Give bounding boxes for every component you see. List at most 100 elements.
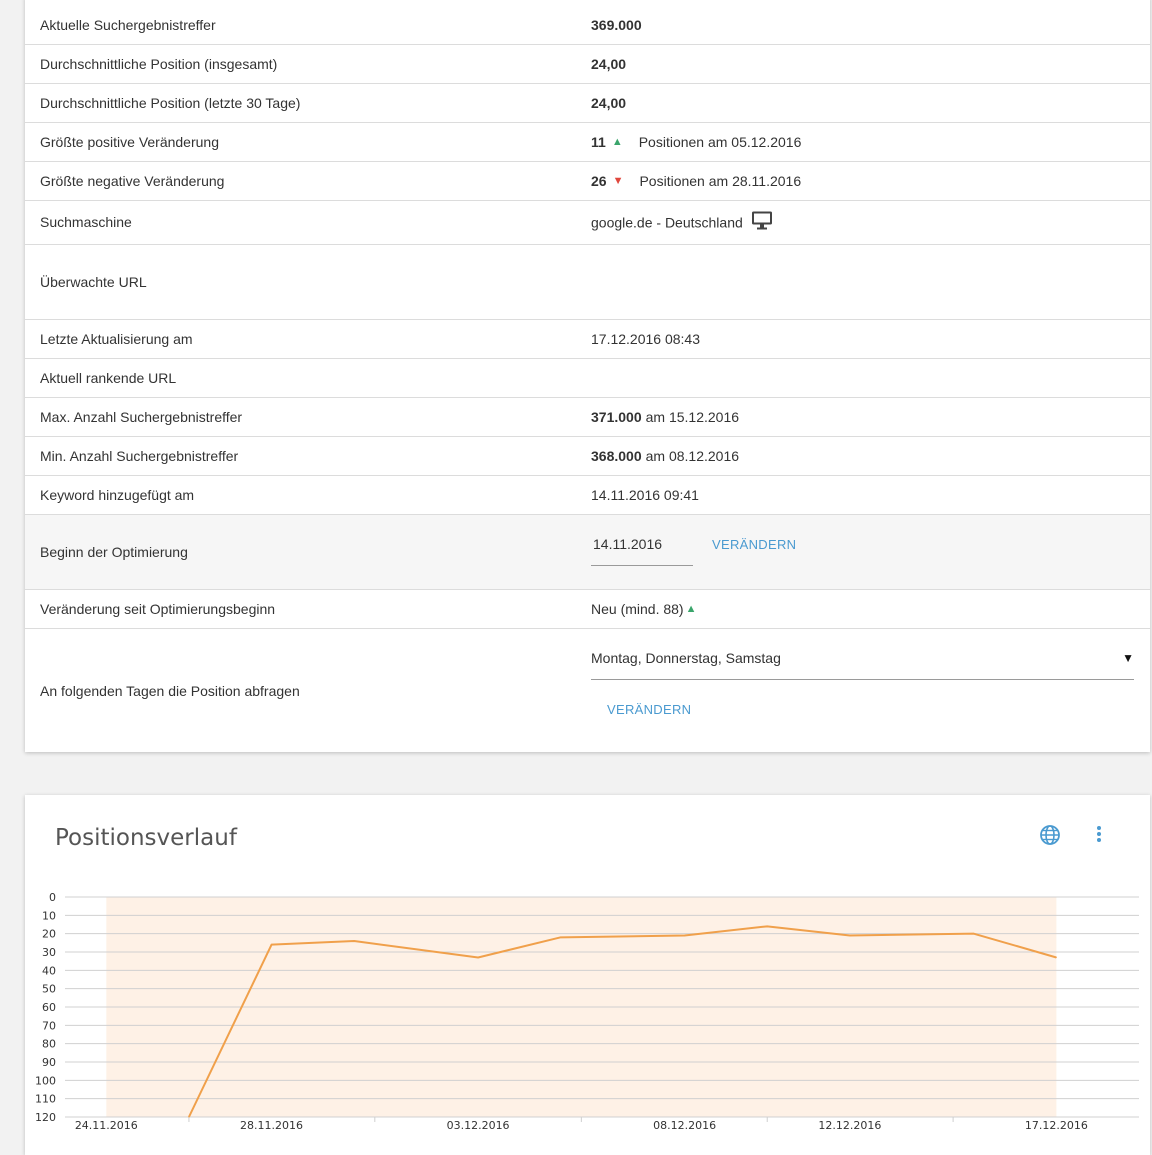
detail-value-suffix: am 15.12.2016: [645, 409, 740, 425]
data-point: [849, 935, 851, 936]
detail-row: Suchmaschine google.de - Deutschland: [25, 201, 1150, 245]
change-since-value: Neu (mind. 88) ▲: [591, 601, 696, 617]
change-since-optimization-row: Veränderung seit Optimierungsbeginn Neu …: [25, 590, 1150, 629]
detail-label: Durchschnittliche Position (insgesamt): [40, 56, 278, 72]
position-history-card: Positionsverlauf 0 10 20 30 40 50 60 70 80 90 100 1…: [25, 795, 1150, 1155]
detail-value-text: 26: [591, 173, 607, 189]
data-point: [353, 940, 355, 942]
data-point: [766, 925, 768, 927]
detail-value: 17.12.2016 08:43: [591, 331, 700, 347]
x-tick-label: 08.12.2016: [653, 1119, 716, 1132]
y-tick-label: 50: [42, 983, 56, 996]
detail-value: 369.000: [591, 17, 642, 33]
detail-value-text: 14.11.2016 09:41: [591, 487, 699, 503]
detail-label: Aktuell rankende URL: [40, 370, 177, 386]
detail-label: Durchschnittliche Position (letzte 30 Ta…: [40, 95, 301, 111]
detail-value-text: google.de - Deutschland: [591, 214, 743, 230]
data-point: [188, 1116, 190, 1118]
y-tick-label: 90: [42, 1056, 56, 1069]
y-tick-label: 120: [35, 1111, 56, 1124]
detail-value: 368.000 am 08.12.2016: [591, 448, 739, 464]
detail-value: 11 ▲ Positionen am 05.12.2016: [591, 134, 801, 150]
detail-row: Überwachte URL: [25, 245, 1150, 320]
change-since-text: Neu (mind. 88): [591, 601, 684, 617]
detail-row: Min. Anzahl Suchergebnistreffer 368.000 am…: [25, 437, 1150, 476]
arrow-up-icon: ▲: [611, 136, 623, 148]
detail-value-suffix: am 08.12.2016: [645, 448, 740, 464]
y-tick-label: 10: [42, 909, 56, 922]
detail-label: Max. Anzahl Suchergebnistreffer: [40, 409, 243, 425]
caret-down-icon: ▼: [1122, 651, 1134, 665]
data-point: [271, 944, 273, 946]
y-tick-label: 30: [42, 946, 56, 959]
detail-row: Keyword hinzugefügt am 14.11.2016 09:41: [25, 476, 1150, 515]
detail-label: Suchmaschine: [40, 214, 132, 230]
data-point: [1055, 957, 1057, 958]
detail-label: Größte negative Veränderung: [40, 173, 225, 189]
detail-value-text: 17.12.2016 08:43: [591, 331, 700, 347]
x-tick-label: 12.12.2016: [818, 1119, 881, 1132]
change-since-label: Veränderung seit Optimierungsbeginn: [40, 601, 276, 617]
keyword-details-card: Aktuelle Suchergebnistreffer 369.000 Durch…: [25, 0, 1150, 752]
arrow-down-icon: ▼: [612, 175, 624, 187]
x-tick-label: 24.11.2016: [75, 1119, 138, 1132]
detail-value-text: 24,00: [591, 95, 627, 111]
detail-value: 371.000 am 15.12.2016: [591, 409, 739, 425]
desktop-monitor-icon: [751, 211, 773, 234]
y-tick-label: 0: [49, 891, 56, 904]
detail-label: Überwachte URL: [40, 274, 147, 290]
detail-label: Größte positive Veränderung: [40, 134, 219, 150]
detail-value-text: 11: [591, 134, 606, 150]
change-query-days-button[interactable]: VERÄNDERN: [607, 702, 692, 717]
data-point: [477, 957, 479, 958]
y-tick-label: 70: [42, 1019, 56, 1032]
x-tick-label: 28.11.2016: [240, 1119, 303, 1132]
position-chart: 0 10 20 30 40 50 60 70 80 90 100 110 120 24.11.2016 28…: [35, 891, 1139, 1132]
optimization-start-row: Beginn der Optimierung 14.11.2016 VERÄND…: [25, 515, 1150, 590]
optimization-date-input[interactable]: 14.11.2016: [591, 533, 693, 566]
y-tick-label: 80: [42, 1038, 56, 1051]
detail-row: Aktuelle Suchergebnistreffer 369.000: [25, 6, 1150, 45]
detail-label: Letzte Aktualisierung am: [40, 331, 193, 347]
data-point: [684, 935, 686, 936]
chart-title: Positionsverlauf: [55, 825, 237, 851]
query-days-select[interactable]: Montag, Donnerstag, Samstag ▼: [591, 647, 1134, 680]
detail-value: 24,00: [591, 95, 626, 111]
data-point: [560, 936, 562, 938]
data-point: [973, 933, 975, 935]
detail-value-text: 371.000: [591, 409, 642, 425]
more-vert-icon[interactable]: [1094, 825, 1104, 850]
detail-label: Keyword hinzugefügt am: [40, 487, 195, 503]
detail-value: 24,00: [591, 56, 626, 72]
detail-value: google.de - Deutschland: [591, 211, 773, 234]
y-tick-label: 20: [42, 928, 56, 941]
y-tick-label: 40: [42, 964, 56, 977]
globe-icon[interactable]: [1039, 824, 1061, 851]
detail-row: Durchschnittliche Position (insgesamt) 24…: [25, 45, 1150, 84]
detail-value-text: 24,00: [591, 56, 627, 72]
detail-value-suffix: Positionen am 05.12.2016: [638, 134, 802, 150]
arrow-up-icon: ▲: [685, 603, 697, 615]
x-tick-label: 17.12.2016: [1025, 1119, 1088, 1132]
detail-label: Aktuelle Suchergebnistreffer: [40, 17, 216, 33]
y-tick-label: 60: [42, 1001, 56, 1014]
query-days-row: An folgenden Tagen die Position abfragen…: [25, 629, 1150, 752]
detail-value: 14.11.2016 09:41: [591, 487, 699, 503]
change-optimization-date-button[interactable]: VERÄNDERN: [712, 537, 797, 552]
optimization-date-value: 14.11.2016: [593, 536, 663, 552]
detail-label: Min. Anzahl Suchergebnistreffer: [40, 448, 239, 464]
x-tick-label: 03.12.2016: [447, 1119, 510, 1132]
detail-row: Aktuell rankende URL: [25, 359, 1150, 398]
detail-row: Größte negative Veränderung 26 ▼ Positionen…: [25, 162, 1150, 201]
query-days-selected: Montag, Donnerstag, Samstag: [591, 650, 781, 666]
detail-value-text: 368.000: [591, 448, 642, 464]
detail-value-suffix: Positionen am 28.11.2016: [639, 173, 802, 189]
detail-row: Max. Anzahl Suchergebnistreffer 371.000 am…: [25, 398, 1150, 437]
detail-row: Durchschnittliche Position (letzte 30 Ta…: [25, 84, 1150, 123]
detail-row: Letzte Aktualisierung am 17.12.2016 08:43: [25, 320, 1150, 359]
query-days-label: An folgenden Tagen die Position abfragen: [40, 683, 300, 699]
detail-row: Größte positive Veränderung 11 ▲ Positionen…: [25, 123, 1150, 162]
detail-value: 26 ▼ Positionen am 28.11.2016: [591, 173, 801, 189]
y-tick-label: 110: [35, 1093, 56, 1106]
y-tick-label: 100: [35, 1074, 56, 1087]
